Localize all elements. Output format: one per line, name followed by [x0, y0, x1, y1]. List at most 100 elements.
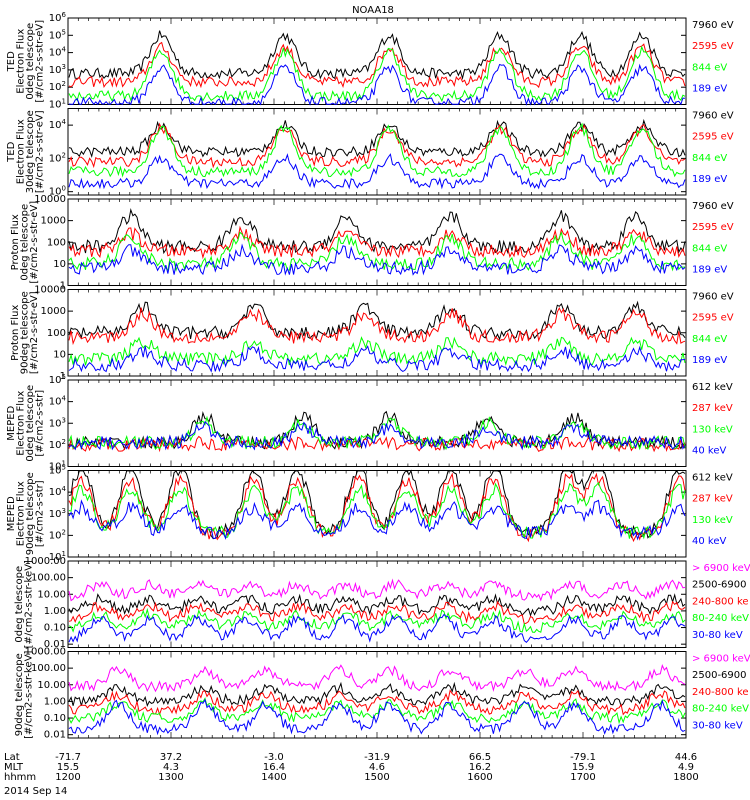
footer-lat: -71.7 [55, 752, 81, 763]
y-tick-base: 10 [49, 120, 62, 131]
series-trace [68, 593, 686, 617]
footer-mlt: 4.3 [163, 762, 179, 773]
legend-entry: 2595 eV [692, 222, 734, 233]
y-tick-exponent: 1 [62, 98, 66, 106]
series-trace [68, 300, 686, 341]
legend-entry: 7960 eV [692, 111, 734, 122]
y-tick-exponent: 3 [62, 507, 66, 515]
y-axis-label-line: Proton Flux [10, 214, 21, 270]
y-tick-base: 10 [49, 100, 62, 111]
y-tick-label: 101 [49, 460, 66, 473]
legend-entry: > 6900 keV [692, 654, 750, 665]
y-tick-label: 1.00 [44, 606, 66, 617]
series-trace [68, 481, 686, 540]
series-trace [68, 208, 686, 255]
y-tick-base: 10 [49, 487, 62, 498]
y-tick-label: 10 [53, 349, 66, 360]
footer-lat: -79.1 [570, 752, 596, 763]
y-tick-label: 10000 [34, 285, 66, 296]
y-tick-base: 10 [49, 440, 62, 451]
y-tick-exponent: 0 [62, 185, 66, 193]
legend-entry: 130 keV [692, 515, 733, 526]
y-tick-label: 10.00 [37, 680, 66, 691]
series-trace [68, 225, 686, 260]
footer-row-label: hhmm [4, 772, 36, 783]
y-tick-label: 1 [60, 371, 66, 382]
y-tick-label: 1000 [41, 216, 66, 227]
series-trace [68, 613, 686, 643]
y-tick-base: 10 [49, 153, 62, 164]
y-tick-exponent: 4 [62, 118, 67, 126]
y-tick-base: 10 [49, 509, 62, 520]
y-axis-label-line: 0deg telescope [25, 385, 36, 462]
y-tick-base: 10 [49, 466, 62, 477]
y-tick-exponent: 5 [62, 28, 66, 36]
y-tick-base: 10 [49, 82, 62, 93]
date-label: 2014 Sep 14 [4, 786, 67, 797]
legend-entry: 7960 eV [692, 292, 734, 303]
series-trace [68, 600, 686, 625]
legend-entry: 287 keV [692, 403, 733, 414]
legend-entry: 30-80 keV [692, 720, 743, 731]
legend-entry: 40 keV [692, 536, 726, 547]
legend-entry: > 6900 keV [692, 563, 750, 574]
y-tick-base: 10 [49, 65, 62, 76]
y-tick-exponent: 4 [62, 46, 67, 54]
legend-entry: 30-80 keV [692, 630, 743, 641]
y-tick-label: 102 [49, 80, 66, 93]
y-axis-label-line: [#/cm2-s-str-eV] [29, 291, 40, 374]
y-axis-label-line: MEPED [6, 405, 17, 440]
legend-entry: 189 eV [692, 174, 727, 185]
footer-axis: LatMLThhmm-71.715.5120037.24.31300-3.016… [4, 752, 699, 783]
legend-entry: 7960 eV [692, 201, 734, 212]
series-trace [68, 45, 686, 103]
y-axis-label-line: 0deg telescope [25, 23, 36, 100]
y-tick-base: 10 [49, 530, 62, 541]
y-axis-label-line: [#/cm2-s-str] [35, 480, 46, 547]
series-trace [68, 231, 686, 272]
y-tick-label: 100 [49, 185, 66, 198]
y-axis-label-line: 90deg telescope [20, 291, 31, 374]
y-axis-label-line: 90deg telescope [14, 653, 25, 736]
y-axis-label-line: Electron Flux [16, 119, 27, 184]
legend-entry: 2595 eV [692, 41, 734, 52]
series-trace [68, 415, 686, 451]
y-tick-label: 100 [47, 328, 66, 339]
y-tick-label: 1000.00 [25, 647, 66, 658]
series-trace [68, 153, 686, 190]
y-tick-label: 104 [49, 395, 67, 408]
y-tick-exponent: 4 [62, 485, 67, 493]
series-trace [68, 578, 686, 602]
legend-entry: 2500-6900 [692, 670, 747, 681]
legend-entry: 240-800 ke [692, 687, 749, 698]
y-axis-label-line: [#/cm2-s-str-keV] [24, 560, 35, 648]
series-trace [68, 421, 686, 451]
panel-frame [67, 379, 687, 467]
y-tick-base: 10 [49, 13, 62, 24]
y-tick-base: 10 [49, 418, 62, 429]
y-axis-label-line: [#/cm2-s-str-eV] [35, 110, 46, 193]
series-trace [68, 607, 686, 633]
y-tick-label: 1000 [41, 306, 66, 317]
legend-entry: 40 keV [692, 446, 726, 457]
legend-entry: 2500-6900 [692, 580, 747, 591]
y-tick-base: 10 [49, 187, 62, 198]
y-tick-base: 10 [49, 397, 62, 408]
series-trace [68, 499, 686, 541]
series-trace [68, 122, 686, 178]
y-tick-label: 103 [49, 416, 66, 429]
series-trace [68, 345, 686, 373]
series-trace [68, 663, 686, 693]
footer-mlt: 15.5 [57, 762, 79, 773]
legend-entry: 80-240 keV [692, 704, 749, 715]
y-axis-label-line: 0deg telescope [14, 566, 25, 643]
series-trace [68, 697, 686, 725]
footer-mlt: 4.9 [678, 762, 694, 773]
y-tick-exponent: 1 [62, 460, 66, 468]
y-tick-exponent: 3 [62, 416, 66, 424]
legend-entry: 2595 eV [692, 313, 734, 324]
y-tick-label: 105 [49, 28, 66, 41]
